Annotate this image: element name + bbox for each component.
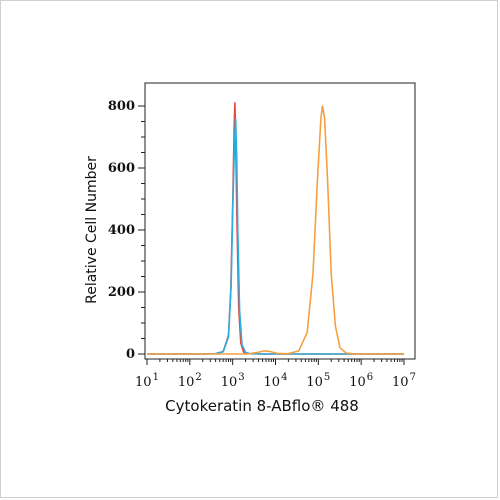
histogram-series-1 [147,102,404,355]
histogram-series-3 [147,105,404,355]
series-layer [147,102,404,355]
y-tick-label: 200 [108,285,135,300]
x-tick-label: 105 [306,372,330,390]
y-tick-label: 400 [108,223,135,238]
x-axis-ticks: 101 102 103 104 105 106 107 [135,359,416,390]
histogram-series-2 [147,117,404,355]
x-tick-label: 101 [135,372,159,390]
x-tick-label: 106 [349,372,373,390]
plot-frame [144,82,416,360]
y-tick-label: 600 [108,161,135,176]
y-axis-label: Relative Cell Number [84,156,100,304]
y-axis-ticks: 0 200 400 600 800 [108,99,145,362]
x-tick-label: 102 [178,372,202,390]
x-tick-label: 107 [392,372,416,390]
x-tick-label: 103 [221,372,245,390]
x-axis-label: Cytokeratin 8-ABflo® 488 [165,397,359,415]
y-tick-label: 800 [108,99,135,114]
y-tick-label: 0 [126,347,135,362]
x-tick-label: 104 [264,372,288,390]
